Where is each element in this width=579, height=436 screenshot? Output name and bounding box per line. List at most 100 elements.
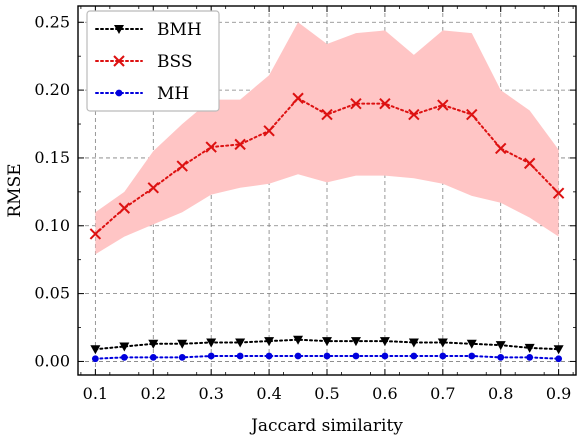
data-point-bss-stroke-b (176, 160, 188, 172)
data-point-mh (236, 352, 244, 360)
data-point-mh (265, 352, 273, 360)
data-point-mh (439, 352, 447, 360)
x-tick-label: 0.2 (141, 384, 166, 403)
y-tick-label: 0.20 (34, 80, 70, 99)
legend-marker-mh (115, 89, 123, 97)
legend-marker-bss-stroke-b (113, 55, 125, 67)
x-tick-label: 0.6 (372, 384, 397, 403)
data-point-bss-stroke-b (234, 138, 246, 151)
data-point-mh (381, 352, 389, 360)
data-point-bmh (293, 335, 304, 345)
data-point-bss (147, 182, 159, 194)
data-point-bmh (350, 337, 361, 347)
data-point-bss (523, 157, 536, 170)
data-point-mh (323, 352, 331, 360)
legend-label-bmh: BMH (157, 20, 202, 40)
data-point-bss (379, 97, 391, 110)
data-point-bss (292, 92, 304, 104)
error-bands (95, 22, 559, 255)
y-axis-title: RMSE (5, 163, 25, 217)
legend-entries: BMH BSS MH (95, 20, 202, 104)
data-point-bss (437, 99, 449, 111)
data-point-mh (526, 353, 534, 361)
data-point-bss (118, 202, 131, 214)
data-point-bmh (322, 337, 332, 347)
data-point-bmh (553, 345, 564, 355)
data-point-bss (205, 141, 217, 153)
data-point-bss-stroke-b (118, 202, 131, 214)
data-point-mh (294, 352, 302, 360)
data-point-bss (234, 138, 246, 151)
data-point-bss-stroke-b (263, 125, 275, 137)
error-band-bss (95, 22, 559, 255)
data-point-bmh (235, 338, 246, 348)
data-point-bmh (466, 339, 477, 349)
data-point-bss-stroke-b (89, 228, 102, 240)
x-tick-label: 0.1 (83, 384, 108, 403)
data-point-bss-stroke-b (552, 187, 565, 199)
data-point-mh (352, 352, 360, 360)
x-tick-label: 0.8 (488, 384, 513, 403)
x-axis-title: Jaccard similarity (249, 416, 403, 436)
legend-marker-bss (113, 55, 125, 67)
data-point-bss-stroke-b (495, 142, 507, 155)
data-point-mh (207, 352, 215, 360)
data-point-bss (552, 187, 565, 199)
data-point-bmh (177, 339, 188, 349)
data-point-bss-stroke-b (147, 182, 159, 194)
y-tick-label: 0.00 (34, 351, 70, 370)
legend: BMH BSS MH (86, 10, 220, 112)
y-tick-label: 0.15 (34, 148, 70, 167)
data-point-bmh (437, 338, 448, 348)
data-point-mh (149, 353, 157, 361)
data-point-bss (263, 125, 275, 137)
y-tick-label: 0.10 (34, 216, 70, 235)
data-point-bmh (148, 339, 159, 349)
data-point-bmh (119, 342, 130, 352)
x-tick-label: 0.5 (314, 384, 339, 403)
data-point-bss-stroke-b (350, 97, 362, 110)
data-point-bmh (379, 337, 390, 347)
data-point-bmh (206, 338, 217, 348)
data-point-bmh (495, 341, 506, 351)
data-point-bss-stroke-b (205, 141, 217, 153)
series-markers (89, 92, 565, 363)
data-point-bss-stroke-b (321, 108, 333, 121)
data-point-mh (178, 353, 186, 361)
data-point-bss-stroke-b (379, 97, 391, 110)
data-point-mh (497, 353, 505, 361)
data-point-mh (91, 355, 99, 363)
data-point-bss-stroke-b (523, 157, 536, 170)
legend-label-mh: MH (157, 84, 189, 104)
data-point-bmh (408, 338, 419, 348)
y-tick-label: 0.05 (34, 284, 70, 303)
data-point-bss (466, 108, 478, 121)
legend-box (86, 10, 220, 112)
legend-marker-bmh (114, 25, 124, 34)
data-point-mh (120, 353, 128, 361)
x-tick-label: 0.4 (256, 384, 281, 403)
data-point-bss-stroke-b (466, 108, 478, 121)
data-point-bss-stroke-b (437, 99, 449, 111)
data-point-mh (555, 355, 563, 363)
data-point-mh (410, 352, 418, 360)
data-point-bss (495, 142, 507, 155)
data-point-bss (89, 228, 102, 240)
x-tick-label: 0.3 (198, 384, 223, 403)
data-point-bmh (524, 343, 535, 353)
data-point-mh (468, 352, 476, 360)
data-point-bmh (90, 345, 101, 355)
legend-label-bss: BSS (157, 52, 193, 72)
data-point-bss (176, 160, 188, 172)
data-point-bss (321, 108, 333, 121)
data-point-bss-stroke-b (292, 92, 304, 104)
data-point-bmh (264, 337, 275, 347)
y-tick-label: 0.25 (34, 12, 70, 31)
x-tick-label: 0.7 (430, 384, 455, 403)
data-point-bss (408, 108, 420, 121)
x-tick-label: 0.9 (546, 384, 571, 403)
axis-ticks (78, 6, 576, 375)
tick-labels: 0.1 0.2 0.3 0.4 0.5 0.6 0.7 0.8 0.9 0.00 0.05 0.10 0… (34, 12, 571, 403)
data-point-bss-stroke-b (408, 108, 420, 121)
